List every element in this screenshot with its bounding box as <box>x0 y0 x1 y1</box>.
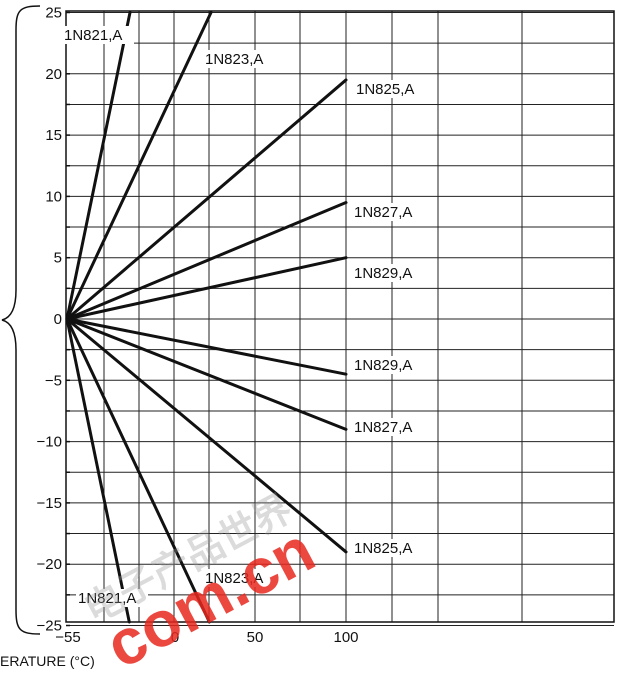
y-tick-label: 20 <box>45 66 62 83</box>
series-line <box>65 317 348 376</box>
x-tick-label: 100 <box>333 629 358 646</box>
y-tick-label: −20 <box>37 556 62 573</box>
x-axis-label: ERATURE (°C) <box>0 653 95 669</box>
series-label-bg <box>352 264 424 282</box>
series-label: 1N823,A <box>205 51 263 68</box>
y-tick-label: −5 <box>45 372 62 389</box>
series-label: 1N829,A <box>354 357 412 374</box>
series-line <box>65 78 348 321</box>
grid <box>66 11 614 626</box>
series-label-bg <box>352 203 424 221</box>
axis-brace <box>1 5 41 635</box>
series-line <box>65 317 348 554</box>
series-label-bg <box>354 80 426 98</box>
y-tick-label: −10 <box>37 434 62 451</box>
series-line <box>65 317 131 624</box>
series-label: 1N827,A <box>354 204 412 221</box>
series-label-bg <box>352 356 424 374</box>
y-tick-labels: 25 20 15 10 5 0 −5 −10 −15 −20 −25 <box>37 5 62 635</box>
series-label-bg <box>203 50 275 68</box>
y-tick-label: 10 <box>45 188 62 205</box>
series-label: 1N825,A <box>356 81 414 98</box>
series-line <box>65 317 348 431</box>
y-tick-label: −15 <box>37 495 62 512</box>
series-line <box>65 11 132 321</box>
series-label-bg <box>352 418 424 436</box>
y-tick-label: 5 <box>54 250 62 267</box>
series-label-bg <box>352 539 424 557</box>
series-label: 1N829,A <box>354 265 412 282</box>
series-line <box>65 11 213 321</box>
x-tick-label: 50 <box>247 629 264 646</box>
series-line <box>65 201 348 321</box>
series-labels: 1N821,A 1N823,A 1N825,A 1N827,A 1N829,A 1N829… <box>62 26 426 607</box>
y-tick-label: 0 <box>54 311 62 328</box>
plot-border <box>65 10 615 623</box>
series-label: 1N825,A <box>354 540 412 557</box>
y-tick-label: −25 <box>37 618 62 635</box>
series-label: 1N823,A <box>205 570 263 587</box>
series-line <box>65 256 348 321</box>
series-label: 1N827,A <box>354 419 412 436</box>
series-label: 1N821,A <box>64 27 122 44</box>
series-label-bg <box>76 589 148 607</box>
x-tick-label: 0 <box>171 629 179 646</box>
series-label-bg <box>62 26 134 44</box>
series-label: 1N821,A <box>78 590 136 607</box>
series-lines <box>65 11 348 624</box>
series-label-bg <box>203 569 275 587</box>
y-tick-label: 25 <box>45 5 62 22</box>
x-tick-labels: −55 0 50 100 <box>55 629 358 646</box>
x-tick-label: −55 <box>55 629 80 646</box>
series-line <box>65 317 211 624</box>
y-tick-label: 15 <box>45 127 62 144</box>
